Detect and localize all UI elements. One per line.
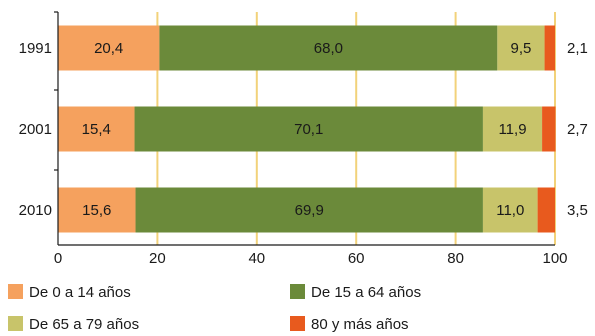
data-label: 9,5 [511, 40, 532, 57]
category-label: 1991 [19, 40, 52, 57]
data-label: 70,1 [294, 121, 323, 138]
data-label: 68,0 [314, 40, 343, 57]
bar-segment [542, 106, 556, 152]
data-label: 15,4 [82, 121, 111, 138]
legend-swatch [290, 316, 305, 331]
bar-segment [58, 106, 135, 152]
bar-segment [58, 187, 136, 233]
category-label: 2001 [19, 121, 52, 138]
bar-segment [482, 106, 543, 152]
bar-segment [135, 187, 483, 233]
data-label: 15,6 [82, 202, 111, 219]
legend-swatch [290, 284, 305, 299]
legend-label: De 0 a 14 años [29, 284, 131, 301]
data-label: 11,0 [496, 202, 524, 219]
data-label: 69,9 [295, 202, 324, 219]
bar-segment [497, 25, 545, 71]
legend-swatch [8, 284, 23, 299]
x-tick-label: 60 [348, 250, 365, 267]
data-label: 2,7 [567, 121, 588, 138]
data-label: 20,4 [94, 40, 123, 57]
bar-segment [58, 25, 160, 71]
bar-segment [159, 25, 498, 71]
data-label: 2,1 [567, 40, 588, 57]
x-tick-label: 100 [542, 250, 567, 267]
bar-segment [544, 25, 555, 71]
bar-segment [482, 187, 538, 233]
legend-swatch [8, 316, 23, 331]
x-tick-label: 40 [248, 250, 265, 267]
data-label: 11,9 [498, 121, 526, 138]
legend-label: De 65 a 79 años [29, 316, 139, 333]
legend-label: 80 y más años [311, 316, 409, 333]
data-label: 3,5 [567, 202, 588, 219]
x-tick-label: 0 [54, 250, 62, 267]
x-tick-label: 80 [447, 250, 464, 267]
x-tick-label: 20 [149, 250, 166, 267]
bar-segment [134, 106, 483, 152]
bar-segment [537, 187, 555, 233]
category-label: 2010 [19, 202, 52, 219]
legend-label: De 15 a 64 años [311, 284, 421, 301]
